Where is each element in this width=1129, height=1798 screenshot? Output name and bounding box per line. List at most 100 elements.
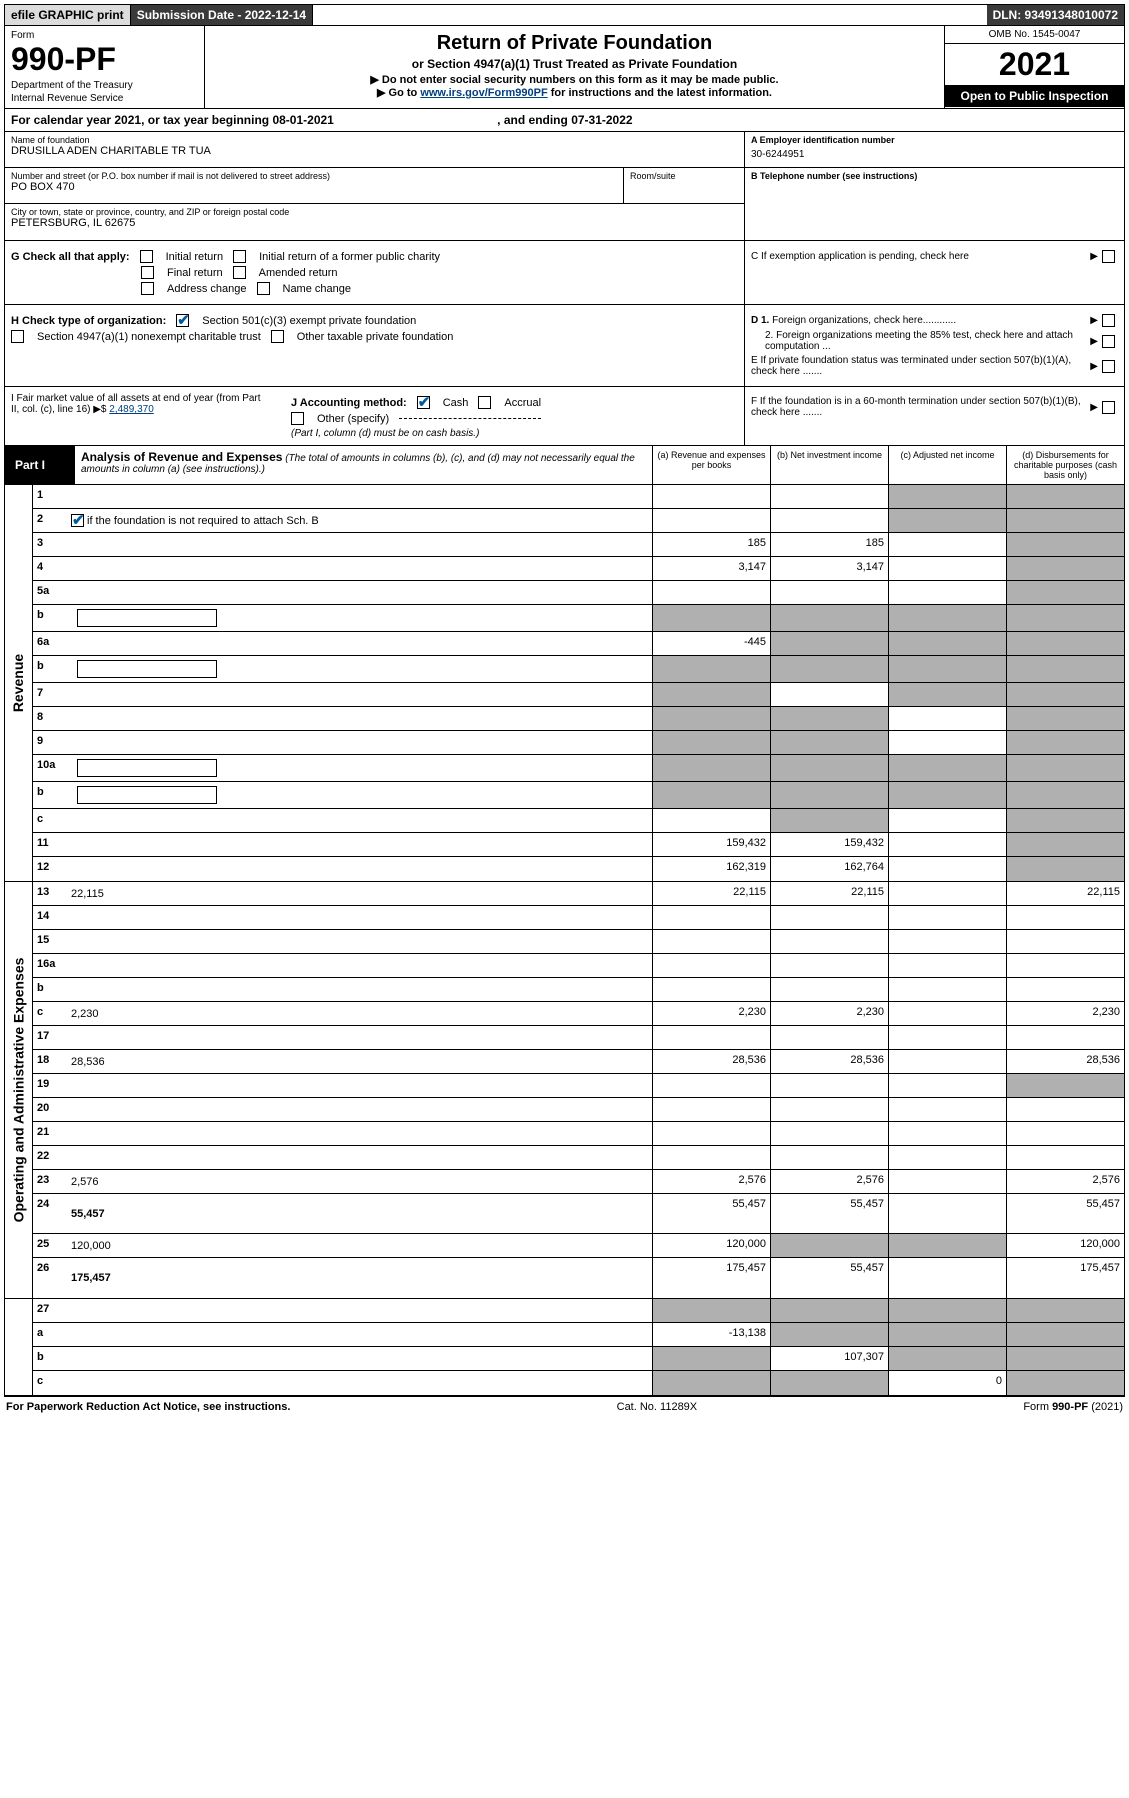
arrow-icon: ▶: [1090, 315, 1098, 326]
entity-block: Name of foundation DRUSILLA ADEN CHARITA…: [4, 132, 1125, 241]
row-number: a: [33, 1323, 69, 1346]
cell-d: 120,000: [1006, 1234, 1124, 1257]
phone-label: B Telephone number (see instructions): [751, 171, 1118, 181]
row-desc: [69, 581, 652, 604]
row-desc: [69, 833, 652, 856]
table-row: 1828,53628,53628,53628,536: [33, 1050, 1124, 1074]
inline-amount-box: [77, 660, 217, 678]
cell-a: 55,457: [652, 1194, 770, 1233]
cell-b: 55,457: [770, 1194, 888, 1233]
cell-b: [770, 581, 888, 604]
cell-a: [652, 930, 770, 953]
row-number: 5a: [33, 581, 69, 604]
cell-a: [652, 1146, 770, 1169]
goto-link[interactable]: www.irs.gov/Form990PF: [420, 87, 547, 99]
ein-label: A Employer identification number: [751, 135, 1118, 145]
chk-4947[interactable]: [11, 330, 24, 343]
row-number: 25: [33, 1234, 69, 1257]
chk-accrual[interactable]: [478, 396, 491, 409]
cell-d: [1006, 954, 1124, 977]
chk-amended[interactable]: [233, 266, 246, 279]
cell-d: 22,115: [1006, 882, 1124, 905]
cell-d: [1006, 755, 1124, 781]
d1-label: Foreign organizations, check here.......…: [772, 315, 956, 326]
cell-c: [888, 731, 1006, 754]
chk-e[interactable]: [1102, 360, 1115, 373]
ein-value: 30-6244951: [751, 149, 1118, 160]
efile-label: efile GRAPHIC print: [5, 5, 131, 25]
cell-c: [888, 782, 1006, 808]
row-desc: [69, 1347, 652, 1370]
chk-c[interactable]: [1102, 250, 1115, 263]
cell-a: 162,319: [652, 857, 770, 881]
cell-d: [1006, 707, 1124, 730]
cell-b: [770, 509, 888, 532]
street-address: PO BOX 470: [11, 181, 617, 193]
cell-b: [770, 954, 888, 977]
chk-cash[interactable]: [417, 396, 430, 409]
row-number: 1: [33, 485, 69, 508]
footer-left: For Paperwork Reduction Act Notice, see …: [6, 1401, 290, 1413]
cell-a: [652, 731, 770, 754]
cell-b: 162,764: [770, 857, 888, 881]
table-row: 16a: [33, 954, 1124, 978]
cell-c: [888, 656, 1006, 682]
chk-501c3[interactable]: [176, 314, 189, 327]
row-desc: [69, 782, 652, 808]
form-title: Return of Private Foundation: [211, 32, 938, 55]
cell-a: [652, 755, 770, 781]
chk-addr-change[interactable]: [141, 282, 154, 295]
irs-label: Internal Revenue Service: [11, 93, 198, 104]
row-number: 15: [33, 930, 69, 953]
chk-schb[interactable]: [71, 514, 84, 527]
cell-b: [770, 1026, 888, 1049]
footer-right: Form 990-PF (2021): [1023, 1401, 1123, 1413]
d2-label: 2. Foreign organizations meeting the 85%…: [765, 330, 1086, 352]
chk-initial-return[interactable]: [140, 250, 153, 263]
chk-f[interactable]: [1102, 401, 1115, 414]
col-a-head: (a) Revenue and expenses per books: [652, 446, 770, 484]
row-desc: 22,115: [69, 882, 652, 905]
row-desc: [69, 731, 652, 754]
chk-other-tax[interactable]: [271, 330, 284, 343]
row-number: b: [33, 782, 69, 808]
opt-final: Final return: [167, 267, 223, 279]
cell-a: [652, 485, 770, 508]
chk-initial-former[interactable]: [233, 250, 246, 263]
cell-c: [888, 857, 1006, 881]
chk-d1[interactable]: [1102, 314, 1115, 327]
chk-final[interactable]: [141, 266, 154, 279]
row-desc: [69, 707, 652, 730]
cell-d: 55,457: [1006, 1194, 1124, 1233]
cell-b: 55,457: [770, 1258, 888, 1298]
cell-d: [1006, 557, 1124, 580]
cell-d: 175,457: [1006, 1258, 1124, 1298]
row-number: c: [33, 1371, 69, 1395]
row-number: 24: [33, 1194, 69, 1233]
chk-other-method[interactable]: [291, 412, 304, 425]
cell-c: [888, 1146, 1006, 1169]
room-label: Room/suite: [630, 171, 738, 181]
cell-a: [652, 509, 770, 532]
chk-name-change[interactable]: [257, 282, 270, 295]
e-label: E If private foundation status was termi…: [751, 355, 1086, 377]
j-label: J Accounting method:: [291, 397, 407, 409]
col-c-head: (c) Adjusted net income: [888, 446, 1006, 484]
cell-c: [888, 1323, 1006, 1346]
row-number: 14: [33, 906, 69, 929]
cell-c: [888, 533, 1006, 556]
revenue-table: Revenue 12 if the foundation is not requ…: [4, 485, 1125, 882]
ssn-warning: ▶ Do not enter social security numbers o…: [211, 73, 938, 86]
cell-b: [770, 731, 888, 754]
chk-d2[interactable]: [1102, 335, 1115, 348]
cell-a: 22,115: [652, 882, 770, 905]
row-desc: 120,000: [69, 1234, 652, 1257]
row-desc: [69, 954, 652, 977]
table-row: c0: [33, 1371, 1124, 1395]
row-desc: 2,576: [69, 1170, 652, 1193]
row-number: 4: [33, 557, 69, 580]
table-row: 5a: [33, 581, 1124, 605]
table-row: 7: [33, 683, 1124, 707]
table-row: 3185185: [33, 533, 1124, 557]
dln-label: DLN: 93491348010072: [987, 5, 1124, 25]
